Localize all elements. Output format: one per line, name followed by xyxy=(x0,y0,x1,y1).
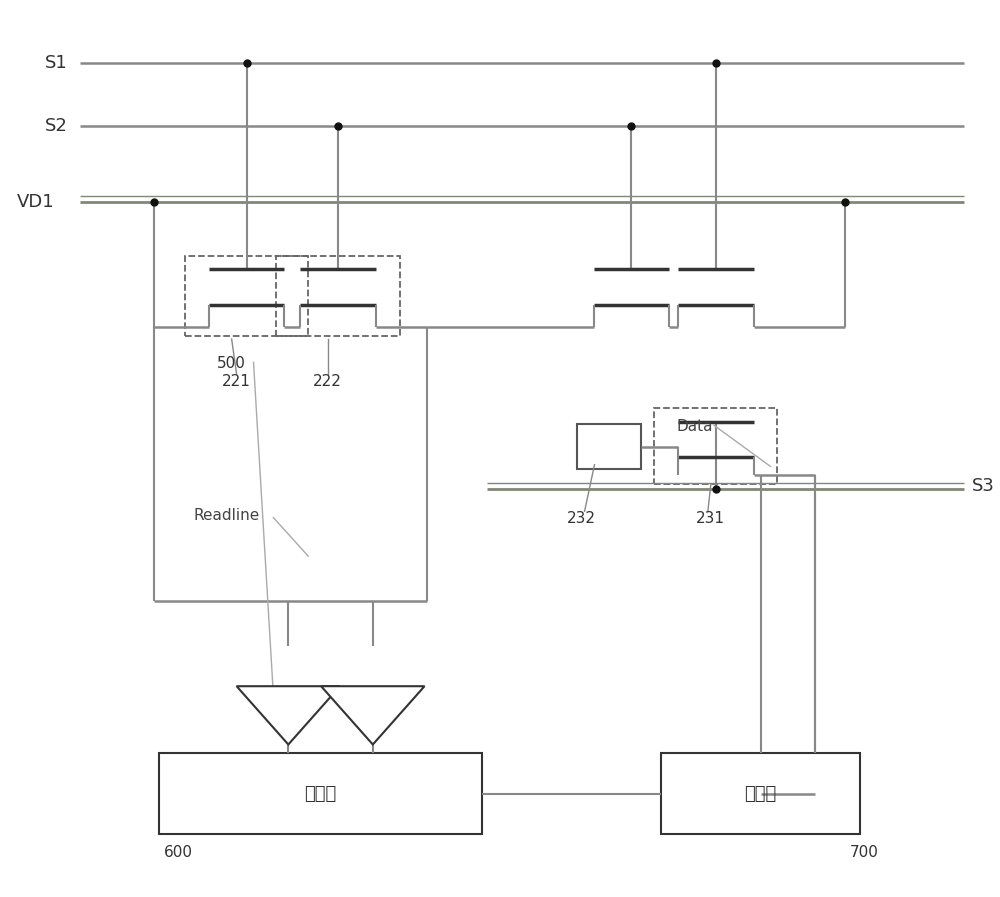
Bar xyxy=(276,256,400,336)
Text: Readline: Readline xyxy=(194,509,260,523)
Polygon shape xyxy=(321,686,425,745)
Text: 500: 500 xyxy=(217,356,246,370)
Text: S3: S3 xyxy=(972,477,995,495)
Bar xyxy=(654,408,777,484)
Bar xyxy=(185,256,308,336)
Text: 处理器: 处理器 xyxy=(304,785,337,803)
Text: 231: 231 xyxy=(696,511,725,526)
Text: 700: 700 xyxy=(850,845,879,859)
Bar xyxy=(577,424,641,469)
Text: Data: Data xyxy=(676,419,713,433)
Text: 222: 222 xyxy=(313,374,342,388)
Text: 600: 600 xyxy=(164,845,193,859)
Bar xyxy=(159,753,482,834)
Text: S2: S2 xyxy=(45,117,68,135)
Bar xyxy=(661,753,860,834)
Text: 驱动器: 驱动器 xyxy=(744,785,777,803)
Text: VD1: VD1 xyxy=(17,193,55,211)
Polygon shape xyxy=(237,686,340,745)
Text: 232: 232 xyxy=(567,511,596,526)
Text: S1: S1 xyxy=(45,54,68,72)
Text: 221: 221 xyxy=(222,374,251,388)
